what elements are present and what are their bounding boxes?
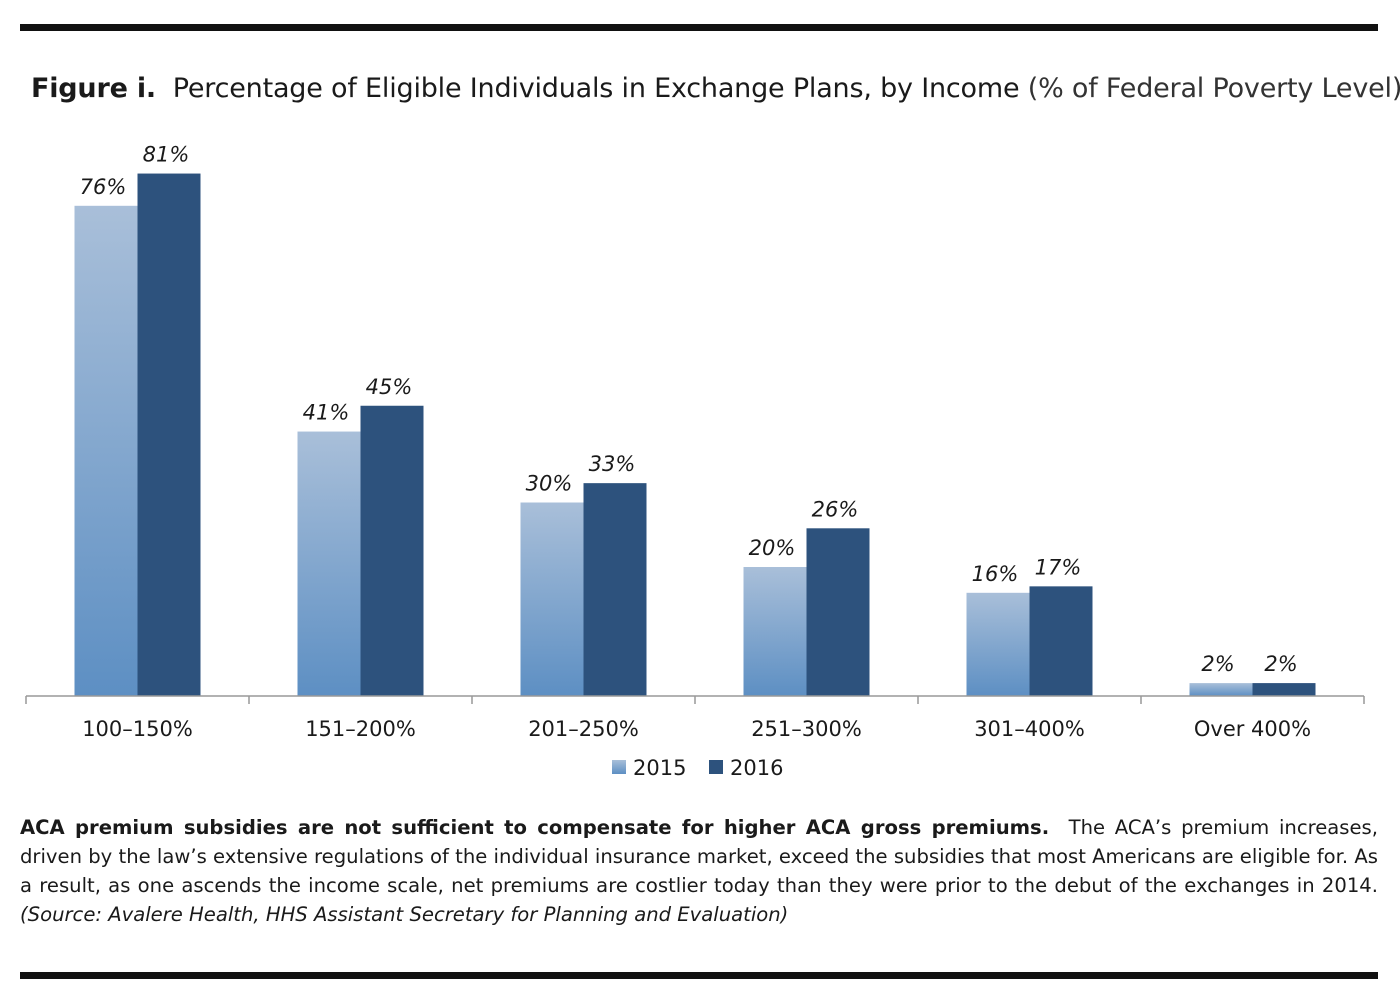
value-label-2016-2: 33% (589, 452, 636, 476)
bar-2015-3 (743, 567, 807, 696)
value-label-2015-3: 20% (749, 536, 796, 560)
bar-group (74, 173, 1316, 697)
figure-title-text: Percentage of Eligible Individuals in Ex… (172, 73, 1020, 104)
value-label-2015-0: 76% (80, 175, 127, 199)
category-label-0: 100–150% (82, 717, 193, 741)
category-label-4: 301–400% (974, 717, 1085, 741)
category-label-1: 151–200% (305, 717, 416, 741)
caption-body: The ACA’s premium increases, driven by t… (20, 816, 1378, 897)
value-label-2016-0: 81% (143, 143, 190, 167)
legend-swatch-2015 (612, 760, 626, 774)
bottom-rule (20, 972, 1378, 979)
bar-2016-1 (360, 405, 424, 696)
bar-chart: 76% 81% 41% 45% 30% 33% 20% 26% 16% 17% 2% 2% 100–1… (25, 143, 1365, 780)
top-rule (20, 24, 1378, 31)
category-label-3: 251–300% (751, 717, 862, 741)
caption-headline: ACA premium subsidies are not sufficient… (20, 816, 1050, 839)
value-label-2016-3: 26% (812, 497, 859, 521)
bar-2016-5 (1252, 683, 1316, 696)
value-label-2016-1: 45% (366, 375, 413, 399)
figure-title: Figure i. Percentage of Eligible Individ… (31, 73, 1400, 104)
figure-subtitle: (% of Federal Poverty Level) (1027, 73, 1400, 104)
legend: 2015 2016 (612, 756, 783, 780)
bar-2016-4 (1029, 586, 1093, 696)
category-label-2: 201–250% (528, 717, 639, 741)
bar-2015-4 (966, 592, 1030, 696)
legend-label-2015: 2015 (633, 756, 686, 780)
value-labels: 76% 81% 41% 45% 30% 33% 20% 26% 16% 17% 2% 2% (80, 143, 1298, 677)
figure-caption: ACA premium subsidies are not sufficient… (20, 813, 1378, 929)
category-label-5: Over 400% (1194, 717, 1311, 741)
bar-2015-1 (297, 431, 361, 696)
legend-swatch-2016 (709, 760, 723, 774)
value-label-2016-4: 17% (1035, 555, 1082, 579)
category-labels: 100–150% 151–200% 201–250% 251–300% 301–400%… (82, 717, 1311, 741)
value-label-2015-4: 16% (972, 562, 1019, 586)
bar-2015-5 (1189, 683, 1253, 696)
value-label-2016-5: 2% (1264, 652, 1297, 676)
bar-2015-0 (74, 205, 138, 697)
value-label-2015-2: 30% (526, 472, 573, 496)
bar-2015-2 (520, 502, 584, 696)
caption-source: (Source: Avalere Health, HHS Assistant S… (20, 903, 789, 926)
bar-2016-3 (806, 528, 870, 696)
x-axis (25, 695, 1365, 704)
value-label-2015-1: 41% (303, 401, 350, 425)
figure-label: Figure i. (31, 73, 156, 104)
value-label-2015-5: 2% (1201, 652, 1234, 676)
legend-label-2016: 2016 (730, 756, 783, 780)
bar-2016-0 (137, 173, 201, 697)
bar-2016-2 (583, 483, 647, 696)
